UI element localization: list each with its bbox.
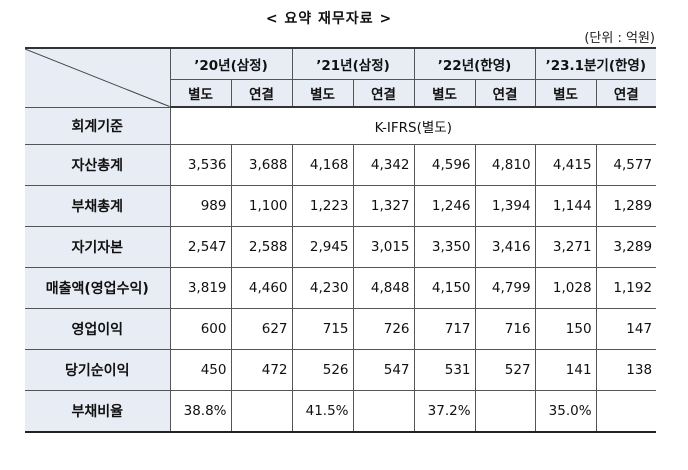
financial-summary-table: ’20년(삼정) ’21년(삼정) ’22년(한영) ’23.1분기(한영) 별… <box>25 47 657 433</box>
document-title: < 요약 재무자료 > <box>0 8 688 28</box>
table-cell: 4,150 <box>413 267 476 309</box>
table-cell: 2,547 <box>169 226 232 268</box>
table-row: 매출액(영업수익) 3,819 4,460 4,230 4,848 4,150 … <box>25 267 657 309</box>
row-label: 부채총계 <box>25 185 171 227</box>
table-row: 영업이익 600 627 715 726 717 716 150 147 <box>25 308 657 350</box>
table-cell <box>595 390 657 433</box>
table-cell: 4,810 <box>474 144 536 186</box>
table-cell: 41.5% <box>291 390 354 433</box>
table-cell: 1,394 <box>474 185 536 227</box>
row-label: 부채비율 <box>25 390 171 433</box>
table-cell: 1,144 <box>534 185 597 227</box>
unit-label: (단위 : 억원) <box>584 31 655 46</box>
table-cell: 547 <box>352 349 415 391</box>
table-cell: 138 <box>595 349 657 391</box>
header-row-periods: ’20년(삼정) ’21년(삼정) ’22년(한영) ’23.1분기(한영) <box>25 47 657 108</box>
sub-header: 별도 <box>291 79 354 108</box>
table-row-accounting-standard: 회계기준 K-IFRS(별도) <box>25 106 657 145</box>
table-cell: 147 <box>595 308 657 350</box>
table-cell: 35.0% <box>534 390 597 433</box>
corner-cell <box>25 47 171 108</box>
table-cell: 4,342 <box>352 144 415 186</box>
table-cell: 726 <box>352 308 415 350</box>
table-cell <box>352 390 415 433</box>
row-label: 자기자본 <box>25 226 171 268</box>
table-cell: 1,100 <box>230 185 293 227</box>
table-cell: 717 <box>413 308 476 350</box>
table-cell: 150 <box>534 308 597 350</box>
sub-header: 연결 <box>230 79 293 108</box>
period-header-2022: ’22년(한영) <box>413 47 536 80</box>
table-cell: 1,028 <box>534 267 597 309</box>
accounting-standard-value: K-IFRS(별도) <box>169 106 657 145</box>
row-label: 당기순이익 <box>25 349 171 391</box>
table-cell: 715 <box>291 308 354 350</box>
diagonal-line-icon <box>25 49 170 107</box>
table-cell: 3,271 <box>534 226 597 268</box>
table-cell: 141 <box>534 349 597 391</box>
table-cell <box>230 390 293 433</box>
sub-header: 연결 <box>352 79 415 108</box>
table-row: 자기자본 2,547 2,588 2,945 3,015 3,350 3,416… <box>25 226 657 268</box>
table-cell: 4,415 <box>534 144 597 186</box>
table-cell: 37.2% <box>413 390 476 433</box>
period-header-2023q1: ’23.1분기(한영) <box>534 47 657 80</box>
table-cell: 531 <box>413 349 476 391</box>
table-cell: 4,848 <box>352 267 415 309</box>
sub-header: 별도 <box>413 79 476 108</box>
table-cell: 526 <box>291 349 354 391</box>
table-cell: 600 <box>169 308 232 350</box>
row-label: 회계기준 <box>25 106 171 145</box>
row-label: 매출액(영업수익) <box>25 267 171 309</box>
table-cell: 4,460 <box>230 267 293 309</box>
table-cell: 2,945 <box>291 226 354 268</box>
table-cell: 1,246 <box>413 185 476 227</box>
sub-header: 연결 <box>595 79 657 108</box>
table-cell: 527 <box>474 349 536 391</box>
table-cell: 3,350 <box>413 226 476 268</box>
row-label: 자산총계 <box>25 144 171 186</box>
table-cell: 4,230 <box>291 267 354 309</box>
table-cell: 716 <box>474 308 536 350</box>
table-cell: 989 <box>169 185 232 227</box>
sub-header: 별도 <box>534 79 597 108</box>
table-cell: 38.8% <box>169 390 232 433</box>
table-cell: 4,577 <box>595 144 657 186</box>
title-text: < 요약 재무자료 > <box>265 11 393 27</box>
table-cell: 1,327 <box>352 185 415 227</box>
sub-header: 별도 <box>170 79 232 108</box>
table-row: 자산총계 3,536 3,688 4,168 4,342 4,596 4,810… <box>25 144 657 186</box>
table-row: 당기순이익 450 472 526 547 531 527 141 138 <box>25 349 657 391</box>
table-row: 부채총계 989 1,100 1,223 1,327 1,246 1,394 1… <box>25 185 657 227</box>
table-cell: 2,588 <box>230 226 293 268</box>
table-cell: 4,799 <box>474 267 536 309</box>
table-cell: 3,819 <box>169 267 232 309</box>
table-cell: 450 <box>169 349 232 391</box>
header-row-types: 별도 연결 별도 연결 별도 연결 별도 연결 <box>25 79 657 108</box>
table-cell: 3,015 <box>352 226 415 268</box>
table-cell: 3,416 <box>474 226 536 268</box>
table-cell: 1,289 <box>595 185 657 227</box>
table-row: 부채비율 38.8% 41.5% 37.2% 35.0% <box>25 390 657 433</box>
table-cell: 3,289 <box>595 226 657 268</box>
period-header-2020: ’20년(삼정) <box>169 47 293 80</box>
table-cell: 4,168 <box>291 144 354 186</box>
sub-header: 연결 <box>474 79 536 108</box>
row-label: 영업이익 <box>25 308 171 350</box>
table-cell: 3,688 <box>230 144 293 186</box>
table-cell: 472 <box>230 349 293 391</box>
table-cell: 627 <box>230 308 293 350</box>
table-cell: 1,192 <box>595 267 657 309</box>
table-cell: 3,536 <box>169 144 232 186</box>
table-cell <box>474 390 536 433</box>
period-header-2021: ’21년(삼정) <box>291 47 415 80</box>
table-cell: 1,223 <box>291 185 354 227</box>
table-cell: 4,596 <box>413 144 476 186</box>
